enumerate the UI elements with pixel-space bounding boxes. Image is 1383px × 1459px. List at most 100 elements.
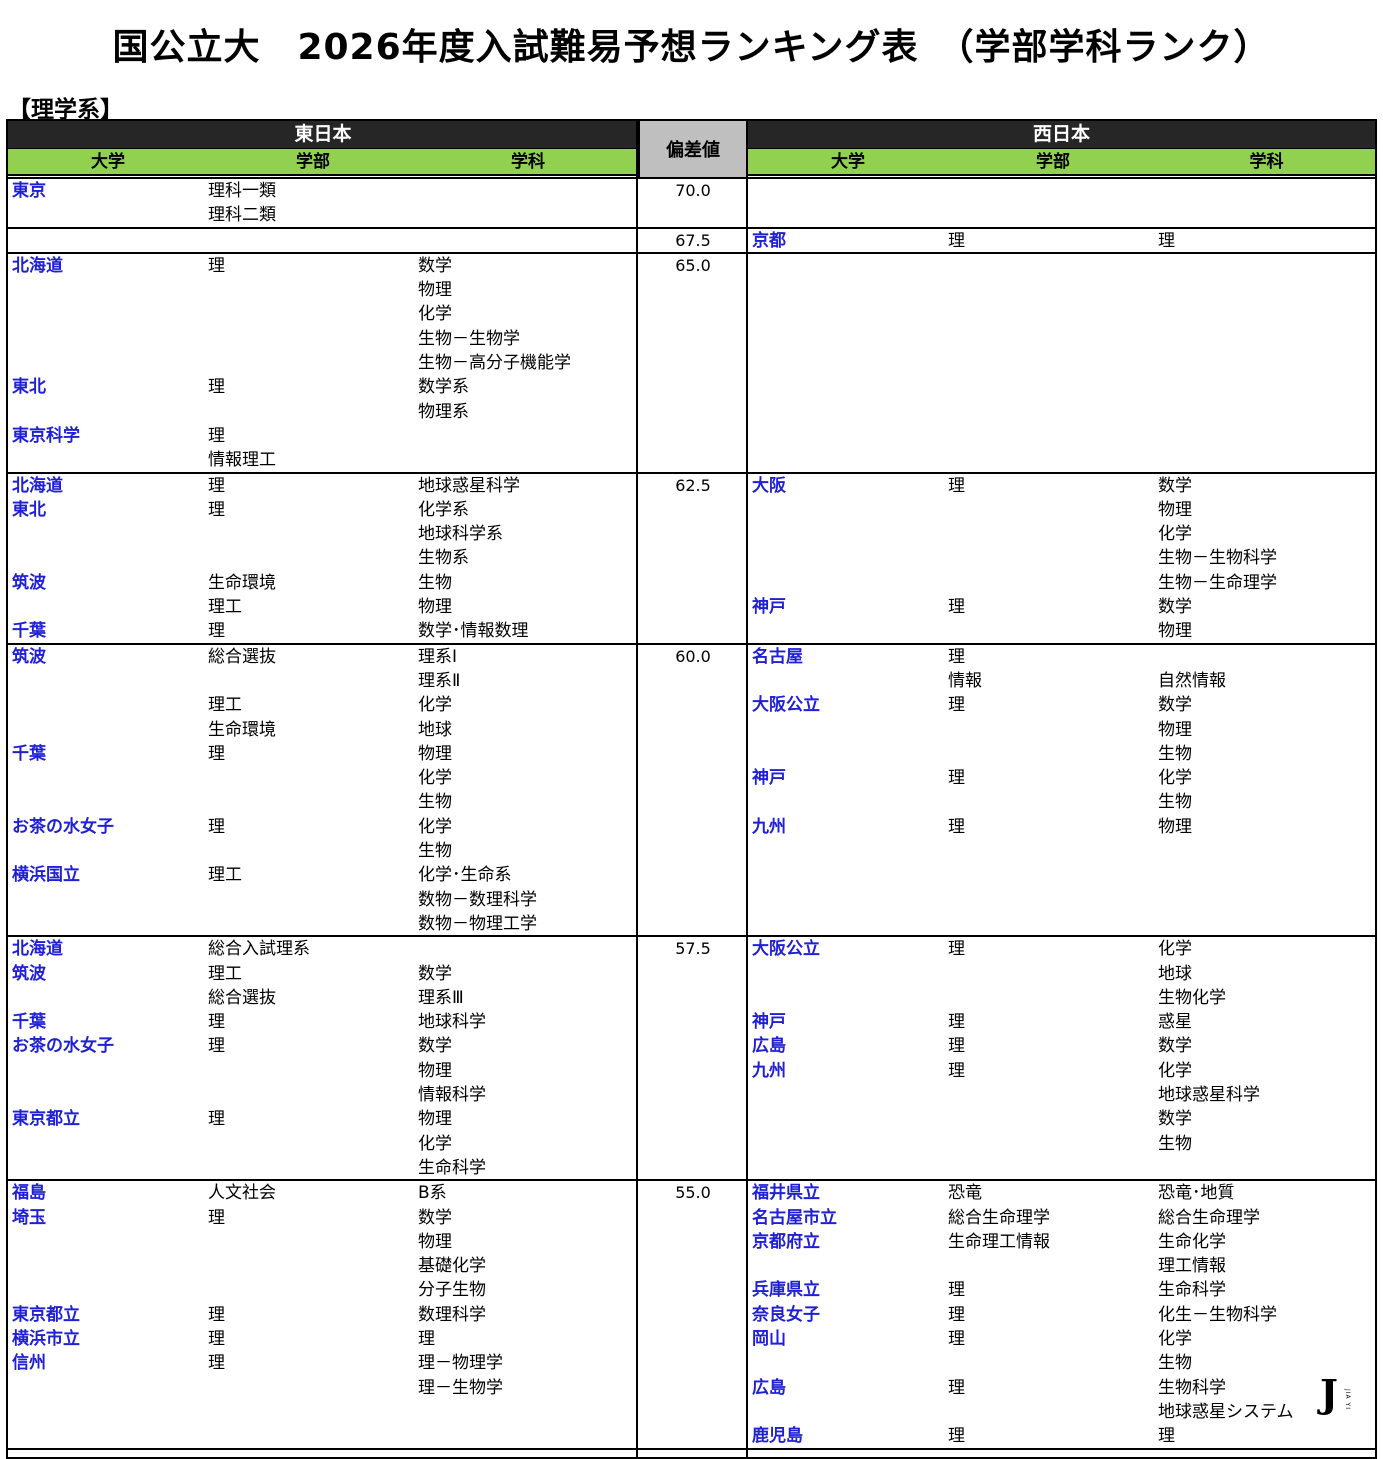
table-row: 理工情報 [8,1254,1375,1278]
east-faculty-cell: 理 [208,1207,225,1228]
west-university-cell: 兵庫県立 [752,1280,820,1301]
east-department-cell: 理 [418,1329,435,1350]
east-faculty-cell: 人文社会 [208,1183,276,1204]
east-university-cell: 筑波 [12,572,46,593]
west-faculty-cell: 生命理工情報 [948,1231,1050,1252]
west-department-cell: 化学 [1158,524,1192,545]
west-university-cell: 鹿児島 [752,1426,803,1447]
east-department-cell: 地球惑星科学 [418,475,520,496]
west-faculty-cell: 理 [948,1377,965,1398]
table-row: 数学 [8,1107,1375,1131]
west-university-cell: 神戸 [752,768,786,789]
table-row: 地球惑星科学 [8,1083,1375,1107]
west-department-cell: 生物 [1158,743,1192,764]
east-department-cell: 情報科学 [418,1085,486,1106]
east-university-cell: 筑波 [12,963,46,984]
table-row: 理科二類 [8,203,1375,227]
header-east: 東日本 [8,121,638,148]
west-department-cell: 化学 [1158,1329,1192,1350]
west-university-cell: 大阪公立 [752,939,820,960]
east-faculty-cell: 理 [208,255,225,276]
west-faculty-cell: 理 [948,1012,965,1033]
table-row: 信州 理 理－物理学 [8,1351,1375,1375]
section-label: 【理学系】 [8,97,123,123]
east-faculty-cell: 理 [208,377,225,398]
east-department-cell: 地球 [418,719,452,740]
score-value: 65.0 [675,255,711,275]
table-row: 神戸 理 数学 [8,595,1375,619]
east-department-cell: 生物系 [418,548,469,569]
table-row: 化学 [8,1132,1375,1156]
header-west: 西日本 [748,121,1375,148]
score-value: 57.5 [675,939,711,959]
east-faculty-cell: 理工 [208,695,242,716]
table-row: 物理系 [8,400,1375,424]
west-department-cell: 地球惑星科学 [1158,1085,1260,1106]
score-value: 60.0 [675,646,711,666]
east-department-cell: 理系Ⅲ [418,987,464,1008]
header-divider-east [8,148,638,149]
table-row: 情報 自然情報 [8,669,1375,693]
east-university-cell: 東京科学 [12,425,80,446]
east-faculty-cell: 情報理工 [208,450,276,471]
table-row: 理工 物理 [8,595,1375,619]
east-department-cell: 生物 [418,792,452,813]
west-department-cell: 理工情報 [1158,1256,1226,1277]
west-university-cell: 名古屋 [752,646,803,667]
score-value: 62.5 [675,475,711,495]
east-department-cell: 数学 [418,1207,452,1228]
west-department-cell: 理 [1158,230,1175,251]
east-faculty-cell: 理工 [208,865,242,886]
east-faculty-cell: 理 [208,425,225,446]
east-department-cell: 物理 [418,280,452,301]
east-department-cell: 数学系 [418,377,469,398]
brand-logo: J JIA YI [1320,1375,1366,1417]
east-department-cell: 物理 [418,1109,452,1130]
column-divider-left [636,121,638,1457]
header-east-university: 大学 [8,149,208,176]
table-row: 生物 [8,742,1375,766]
header-east-department: 学科 [418,149,638,176]
table-row: 物理 [8,718,1375,742]
table-row: 東京 理科一類 [8,179,1375,203]
east-department-cell: 数学 [418,1036,452,1057]
table-row: 兵庫県立 理 生命科学 [8,1278,1375,1302]
table-row: 東京都立 理 数理科学 [8,1303,1375,1327]
score-value: 70.0 [675,181,711,200]
east-faculty-cell: 総合入試理系 [208,939,310,960]
table-row: 東京科学 理 [8,424,1375,448]
score-band: 60.0 筑波 総合選抜 理系Ⅰ 理系Ⅱ 理工 化学 生命環境 地球 千葉理物理 化学 生物 お茶の水女… [8,642,1375,936]
table-row: 東北 理 化学系 [8,498,1375,522]
west-faculty-cell: 理 [948,1304,965,1325]
table-row: 広島 理 数学 [8,1034,1375,1058]
table-row: 生物 [8,1132,1375,1156]
table-row: 生物－生物学 [8,327,1375,351]
west-department-cell: 生物 [1158,792,1192,813]
table-row: 京都 理 理 [8,229,1375,253]
east-department-cell: 生物 [418,572,452,593]
west-department-cell: 惑星 [1158,1012,1192,1033]
table-row: 千葉 理 地球科学 [8,1010,1375,1034]
west-faculty-cell: 総合生命理学 [948,1207,1050,1228]
east-department-cell: 生物 [418,841,452,862]
west-university-cell: 広島 [752,1036,786,1057]
header-west-faculty: 学部 [948,149,1158,176]
west-department-cell: 数学 [1158,597,1192,618]
table-row: 生物 [8,1351,1375,1375]
west-university-cell: 大阪公立 [752,695,820,716]
east-university-cell: 東京都立 [12,1109,80,1130]
table-row: 大阪公立 理 化学 [8,937,1375,961]
east-faculty-cell: 理工 [208,963,242,984]
score-band: 55.0 福島 人文社会 B系 埼玉理数学 物理 基礎化学 分子生物 東京都立理数理科学 横浜市立… [8,1179,1375,1447]
east-faculty-cell: 理 [208,1036,225,1057]
table-row: 数物－数理科学 [8,888,1375,912]
table-row: 生物系 [8,546,1375,570]
west-department-cell: 物理 [1158,621,1192,642]
west-faculty-cell: 理 [948,1280,965,1301]
table-row: 生物－生物科学 [8,546,1375,570]
table-row: 埼玉 理 数学 [8,1206,1375,1230]
east-faculty-cell: 総合選抜 [208,646,276,667]
east-department-cell: 基礎化学 [418,1256,486,1277]
west-faculty-cell: 理 [948,695,965,716]
east-department-cell: 化学･生命系 [418,865,512,886]
